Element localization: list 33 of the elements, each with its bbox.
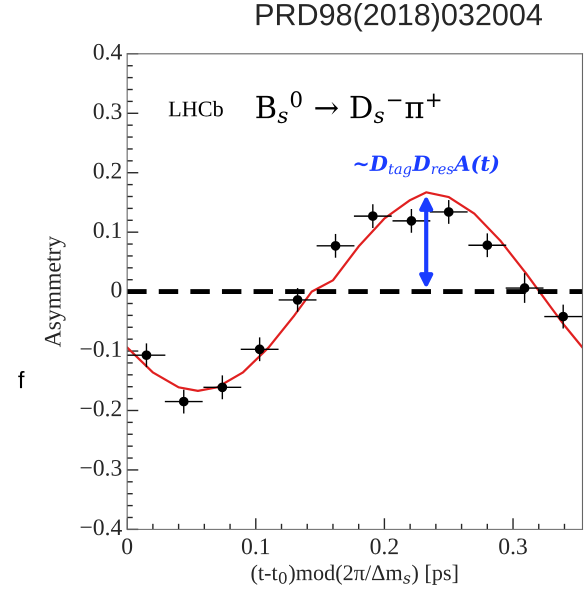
line-series [127, 191, 582, 392]
x-axis-title: (t-t$_{0}$)mod(2π/Δm$_{s}$) [ps] [251, 564, 458, 585]
y-tick-label: −0.3 [80, 460, 122, 476]
x-tick-label: 0.1 [242, 538, 270, 554]
x-tick-label: 0.2 [370, 538, 398, 554]
annotation: B$_{s}$$^{0}$ → D$_{s}$$^{−}$π$^{+}$ [256, 91, 440, 124]
point [330, 240, 340, 251]
point [178, 396, 189, 406]
point [482, 240, 492, 250]
point [444, 207, 454, 217]
point [520, 283, 530, 293]
y-tick-label: 0.3 [94, 103, 122, 120]
y-tick-label: −0.4 [80, 519, 122, 536]
point [368, 211, 378, 221]
y-tick-label: 0.4 [94, 44, 122, 60]
y-tick-label: 0.2 [94, 162, 121, 179]
annotation: ~D$_{tag}$D$_{res}$A(t) [354, 154, 498, 178]
x-tick-label: 0.3 [499, 538, 527, 554]
y-tick-label: 0 [111, 282, 122, 298]
point [406, 216, 416, 226]
y-tick-label: −0.1 [80, 341, 121, 358]
point [142, 350, 152, 360]
point [217, 382, 228, 392]
point [558, 312, 568, 322]
y-tick-label: −0.2 [80, 400, 121, 417]
y-axis-title: Asymmetry [44, 236, 66, 348]
y-tick-label: 0.1 [94, 222, 121, 238]
point [292, 295, 302, 305]
chart-title: PRD98(2018)032004 [256, 3, 542, 32]
x-tick-label: 0 [122, 538, 132, 554]
text: f [18, 370, 24, 388]
annotation: LHCb [168, 100, 223, 116]
point [254, 344, 265, 354]
